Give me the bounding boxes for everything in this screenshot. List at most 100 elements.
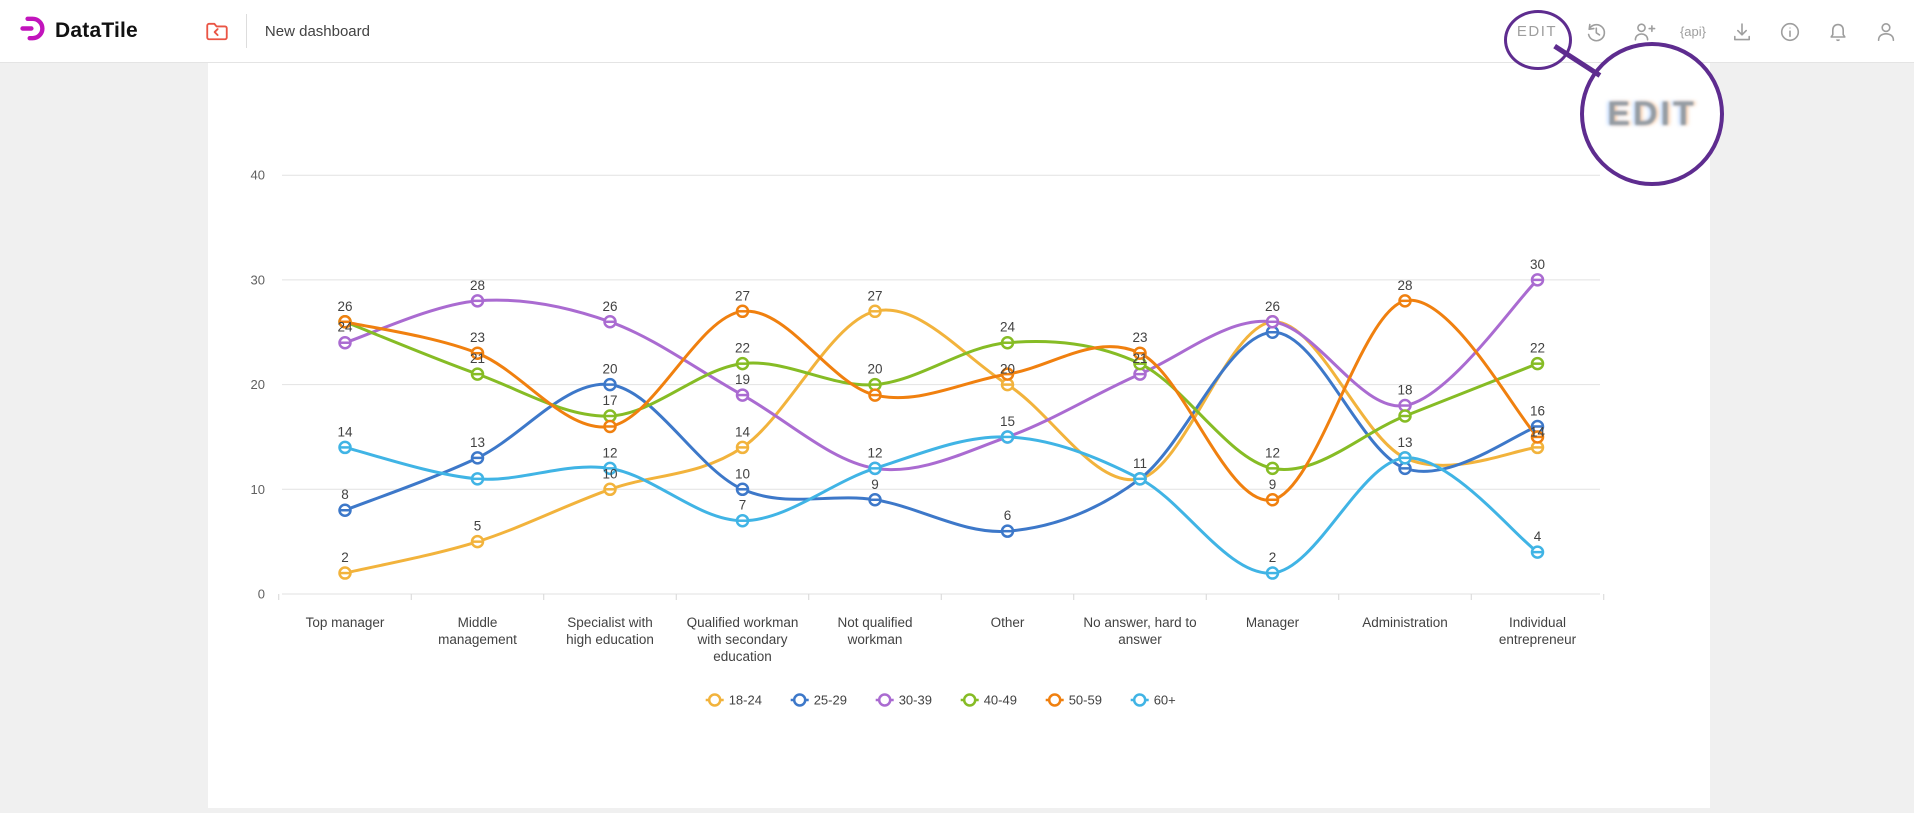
- svg-text:60+: 60+: [1154, 693, 1176, 708]
- svg-text:25-29: 25-29: [814, 693, 847, 708]
- svg-text:26: 26: [1265, 299, 1280, 314]
- svg-text:21: 21: [470, 351, 485, 366]
- svg-text:5: 5: [474, 519, 482, 534]
- legend-item-18-24[interactable]: 18-24: [705, 693, 762, 708]
- svg-text:workman: workman: [847, 632, 903, 647]
- svg-text:2: 2: [1269, 550, 1277, 565]
- svg-text:11: 11: [1133, 456, 1147, 471]
- svg-text:entrepreneur: entrepreneur: [1499, 632, 1577, 647]
- svg-text:20: 20: [867, 362, 882, 377]
- svg-text:30: 30: [251, 272, 265, 287]
- svg-text:education: education: [713, 649, 772, 664]
- svg-text:9: 9: [1269, 477, 1277, 492]
- svg-text:Middle: Middle: [458, 615, 498, 630]
- svg-text:Qualified workman: Qualified workman: [687, 615, 799, 630]
- svg-text:13: 13: [470, 435, 485, 450]
- legend-item-25-29[interactable]: 25-29: [790, 693, 847, 708]
- svg-text:14: 14: [337, 424, 353, 439]
- svg-text:12: 12: [867, 445, 882, 460]
- svg-text:Individual: Individual: [1509, 615, 1566, 630]
- svg-text:23: 23: [1132, 330, 1147, 345]
- svg-text:24: 24: [1000, 320, 1016, 335]
- annotation-magnifier-circle: EDIT: [1580, 42, 1724, 186]
- svg-text:28: 28: [470, 278, 485, 293]
- svg-text:19: 19: [735, 372, 750, 387]
- svg-text:0: 0: [258, 587, 265, 602]
- svg-text:17: 17: [602, 393, 617, 408]
- svg-text:20: 20: [1000, 362, 1015, 377]
- svg-text:with secondary: with secondary: [696, 632, 787, 647]
- series-line-60+: [343, 435, 1539, 575]
- legend-item-40-49[interactable]: 40-49: [960, 693, 1017, 708]
- svg-text:Other: Other: [991, 615, 1025, 630]
- svg-text:24: 24: [337, 320, 353, 335]
- svg-text:8: 8: [341, 487, 349, 502]
- line-chart[interactable]: 0 10 20 30 40 2 5 10 14 27 20 14 8 13 20 10 9 6 11 16 24 28 26…: [208, 63, 1710, 808]
- svg-text:23: 23: [470, 330, 485, 345]
- svg-text:2: 2: [341, 550, 349, 565]
- history-icon[interactable]: [1584, 20, 1608, 44]
- svg-text:26: 26: [602, 299, 617, 314]
- svg-text:27: 27: [735, 288, 750, 303]
- svg-text:18: 18: [1397, 383, 1412, 398]
- svg-text:27: 27: [867, 288, 882, 303]
- logo-text: DataTile: [55, 19, 138, 42]
- svg-text:10: 10: [251, 482, 265, 497]
- top-bar: DataTile New dashboard EDIT: [0, 0, 1914, 70]
- svg-text:10: 10: [735, 466, 750, 481]
- svg-text:No answer, hard to: No answer, hard to: [1083, 615, 1196, 630]
- legend-item-60+[interactable]: 60+: [1130, 693, 1176, 708]
- add-user-icon[interactable]: [1632, 20, 1656, 44]
- magnified-edit-label: EDIT: [1607, 94, 1697, 133]
- info-icon[interactable]: [1778, 20, 1802, 44]
- svg-text:12: 12: [1265, 445, 1280, 460]
- svg-text:9: 9: [871, 477, 879, 492]
- svg-text:22: 22: [1530, 341, 1545, 356]
- svg-text:13: 13: [1397, 435, 1412, 450]
- account-icon[interactable]: [1874, 20, 1898, 44]
- svg-text:50-59: 50-59: [1069, 693, 1102, 708]
- series-line-30-39: [343, 278, 1539, 472]
- svg-text:16: 16: [1530, 403, 1545, 418]
- datatile-logo[interactable]: DataTile: [0, 15, 138, 47]
- svg-text:30: 30: [1530, 257, 1545, 272]
- svg-text:21: 21: [1132, 351, 1147, 366]
- svg-text:answer: answer: [1118, 632, 1162, 647]
- svg-text:15: 15: [1000, 414, 1015, 429]
- svg-text:20: 20: [251, 377, 265, 392]
- svg-text:Specialist with: Specialist with: [567, 615, 653, 630]
- svg-text:14: 14: [1530, 424, 1546, 439]
- svg-text:12: 12: [602, 445, 617, 460]
- notifications-icon[interactable]: [1826, 20, 1850, 44]
- svg-text:28: 28: [1397, 278, 1412, 293]
- svg-text:14: 14: [735, 424, 751, 439]
- series-line-50-59: [343, 298, 1539, 502]
- api-icon[interactable]: {api}: [1679, 24, 1706, 39]
- dashboard-card: 0 10 20 30 40 2 5 10 14 27 20 14 8 13 20 10 9 6 11 16 24 28 26…: [208, 63, 1710, 808]
- series-line-25-29: [343, 330, 1539, 533]
- datatile-logo-icon: [20, 15, 47, 47]
- svg-text:Administration: Administration: [1362, 615, 1448, 630]
- svg-text:20: 20: [602, 362, 617, 377]
- legend-item-50-59[interactable]: 50-59: [1045, 693, 1102, 708]
- svg-text:10: 10: [602, 466, 617, 481]
- back-to-folder-icon[interactable]: [204, 18, 230, 44]
- svg-text:Not qualified: Not qualified: [837, 615, 912, 630]
- svg-text:6: 6: [1004, 508, 1012, 523]
- svg-text:Manager: Manager: [1246, 615, 1300, 630]
- svg-text:Top manager: Top manager: [306, 615, 385, 630]
- svg-text:40: 40: [251, 168, 265, 183]
- svg-text:high education: high education: [566, 632, 654, 647]
- dashboard-title: New dashboard: [264, 22, 370, 40]
- svg-text:30-39: 30-39: [899, 693, 932, 708]
- header-divider: [245, 14, 247, 48]
- svg-text:18-24: 18-24: [729, 693, 762, 708]
- edit-button[interactable]: EDIT: [1516, 23, 1558, 40]
- svg-text:26: 26: [337, 299, 352, 314]
- download-icon[interactable]: [1730, 20, 1754, 44]
- svg-text:22: 22: [735, 341, 750, 356]
- annotation-small-circle: [1503, 10, 1572, 70]
- svg-text:management: management: [438, 632, 517, 647]
- svg-text:4: 4: [1534, 529, 1542, 544]
- legend-item-30-39[interactable]: 30-39: [875, 693, 932, 708]
